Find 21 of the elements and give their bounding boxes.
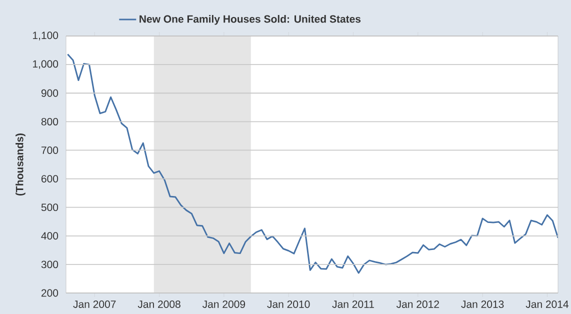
- legend-label: New One Family Houses Sold: United States: [140, 15, 361, 25]
- x-tick-label: Jan 2008: [138, 300, 180, 308]
- y-tick-label: 600: [41, 175, 58, 182]
- y-axis-title: (Thousands): [16, 134, 26, 196]
- x-tick-label: Jan 2009: [202, 300, 246, 308]
- y-tick-label: 1,000: [33, 60, 58, 69]
- y-tick-label: 800: [41, 118, 58, 126]
- y-tick-label: 500: [41, 204, 58, 212]
- x-tick-label: Jan 2011: [332, 300, 374, 308]
- y-tick-label: 200: [41, 289, 58, 297]
- x-tick-label: Jan 2013: [461, 300, 504, 308]
- x-tick-label: Jan 2010: [267, 300, 310, 308]
- x-tick-label: Jan 2012: [396, 300, 439, 308]
- x-tick-label: Jan 2007: [73, 300, 116, 308]
- y-tick-label: 900: [41, 89, 58, 97]
- y-tick-label: 400: [41, 232, 58, 240]
- y-tick-label: 700: [41, 146, 58, 154]
- x-tick-label: Jan 2014: [526, 300, 569, 308]
- y-tick-label: 1,100: [33, 32, 58, 40]
- y-tick-label: 300: [41, 260, 58, 268]
- line-series: [66, 54, 558, 274]
